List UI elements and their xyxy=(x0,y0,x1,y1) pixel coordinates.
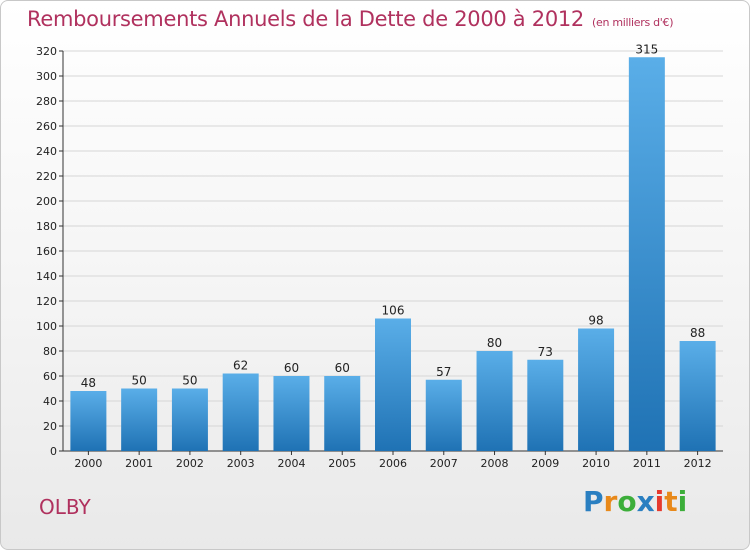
bar-value-label: 80 xyxy=(487,336,502,350)
logo-letter: t xyxy=(664,485,678,518)
x-tick-label: 2009 xyxy=(531,457,559,470)
y-tick-label: 140 xyxy=(36,270,57,283)
bar-value-label: 57 xyxy=(436,365,451,379)
x-tick-label: 2004 xyxy=(277,457,305,470)
y-tick-label: 240 xyxy=(36,145,57,158)
commune-name: OLBY xyxy=(39,495,91,519)
bar xyxy=(273,376,310,451)
bar-value-label: 88 xyxy=(690,326,705,340)
bar xyxy=(375,318,411,451)
y-tick-label: 200 xyxy=(36,195,57,208)
x-tick-label: 2003 xyxy=(227,457,255,470)
y-tick-label: 160 xyxy=(36,245,57,258)
y-tick-label: 20 xyxy=(43,420,57,433)
y-tick-label: 280 xyxy=(36,95,57,108)
bar-value-label: 73 xyxy=(538,345,553,359)
bar-value-label: 50 xyxy=(132,374,147,388)
x-tick-label: 2007 xyxy=(430,457,458,470)
bar xyxy=(425,379,462,451)
y-tick-label: 40 xyxy=(43,395,57,408)
chart-title: Remboursements Annuels de la Dette de 20… xyxy=(27,7,673,31)
bar-value-label: 315 xyxy=(635,42,658,56)
x-tick-label: 2010 xyxy=(582,457,610,470)
bar-value-label: 48 xyxy=(81,376,96,390)
proxiti-logo: Proxiti xyxy=(583,485,687,518)
bar xyxy=(171,388,208,451)
x-tick-label: 2012 xyxy=(684,457,712,470)
bar xyxy=(476,351,513,451)
bar xyxy=(121,388,158,451)
x-tick-label: 2011 xyxy=(633,457,661,470)
x-tick-label: 2001 xyxy=(125,457,153,470)
logo-letter: P xyxy=(583,485,604,518)
y-tick-label: 100 xyxy=(36,320,57,333)
logo-letter: i xyxy=(654,485,665,518)
bar xyxy=(70,391,107,451)
logo-letter: o xyxy=(617,485,637,518)
bar-value-label: 50 xyxy=(182,374,197,388)
bar-value-label: 98 xyxy=(588,314,603,328)
bar xyxy=(222,373,259,451)
logo-letter: r xyxy=(603,485,618,518)
y-tick-label: 320 xyxy=(36,45,57,58)
bar-value-label: 106 xyxy=(382,304,405,318)
bar xyxy=(578,328,615,451)
logo-letter: i xyxy=(677,485,688,518)
x-tick-label: 2000 xyxy=(74,457,102,470)
chart-title-text: Remboursements Annuels de la Dette de 20… xyxy=(27,7,584,31)
y-tick-label: 220 xyxy=(36,170,57,183)
y-tick-label: 80 xyxy=(43,345,57,358)
x-tick-label: 2008 xyxy=(481,457,509,470)
bar xyxy=(628,57,665,451)
x-tick-label: 2006 xyxy=(379,457,407,470)
y-tick-label: 300 xyxy=(36,70,57,83)
chart-unit: (en milliers d'€) xyxy=(592,16,674,29)
bar xyxy=(527,359,564,451)
y-tick-label: 120 xyxy=(36,295,57,308)
bar-value-label: 60 xyxy=(284,361,299,375)
y-tick-label: 260 xyxy=(36,120,57,133)
bar xyxy=(324,376,361,451)
y-tick-label: 0 xyxy=(50,445,57,458)
logo-letter: x xyxy=(636,485,655,518)
bar-value-label: 60 xyxy=(335,361,350,375)
y-tick-label: 180 xyxy=(36,220,57,233)
y-tick-label: 60 xyxy=(43,370,57,383)
x-tick-label: 2002 xyxy=(176,457,204,470)
x-tick-label: 2005 xyxy=(328,457,356,470)
bar-value-label: 62 xyxy=(233,359,248,373)
bar xyxy=(679,341,716,451)
